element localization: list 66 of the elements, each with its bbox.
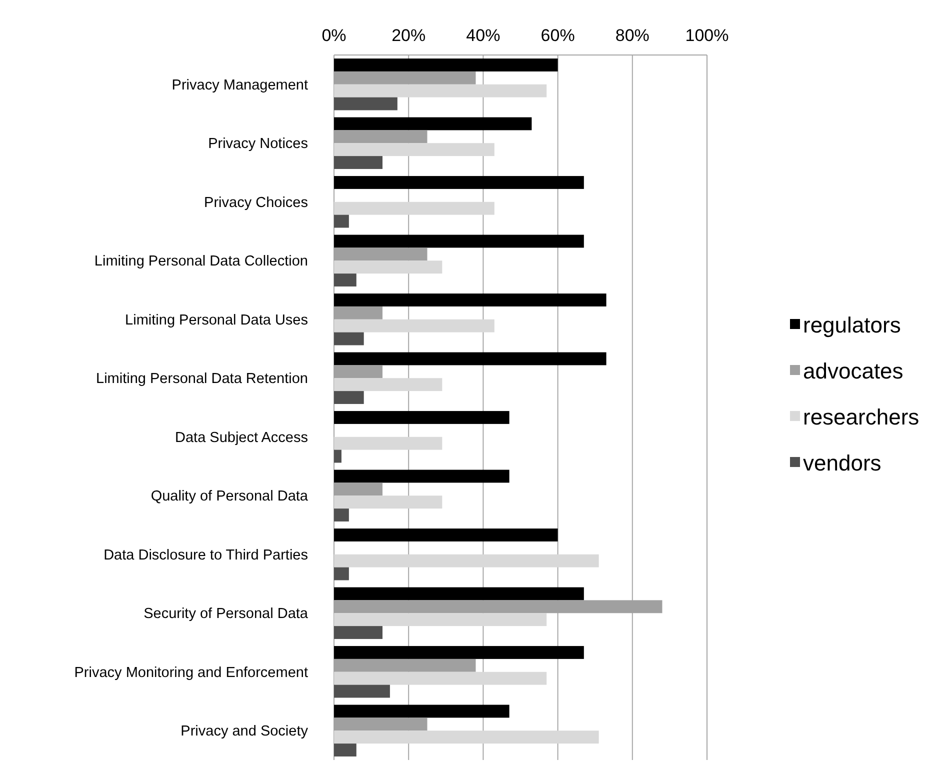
bar [334, 587, 584, 600]
legend-label: advocates [803, 358, 904, 384]
bar [334, 672, 547, 685]
bar [334, 613, 547, 626]
bar [334, 567, 349, 580]
y-tick-label: Quality of Personal Data [150, 488, 309, 505]
bar [334, 156, 382, 169]
bar [334, 234, 584, 248]
x-tick-label: 100% [685, 26, 729, 45]
bar [334, 470, 510, 483]
x-tick-label: 20% [392, 26, 426, 45]
x-tick-label: 80% [615, 26, 650, 45]
y-tick-label: Privacy Notices [208, 136, 308, 152]
bar [334, 744, 356, 756]
bar [334, 84, 547, 98]
bar [334, 260, 442, 274]
bar [334, 450, 342, 463]
bar [334, 176, 584, 189]
y-tick-label: Privacy Choices [204, 194, 308, 211]
legend-label: vendors [803, 450, 882, 476]
bar [334, 411, 510, 424]
bar [334, 554, 599, 568]
bar [334, 508, 349, 522]
bar [334, 718, 428, 731]
bar [334, 365, 382, 378]
bar [334, 378, 442, 392]
y-tick-label: Limiting Personal Data Collection [94, 254, 308, 270]
bar [334, 436, 442, 450]
y-tick-label: Data Disclosure to Third Parties [104, 547, 308, 564]
bar [334, 482, 382, 496]
bar [334, 97, 398, 110]
x-tick-label: 60% [540, 26, 575, 45]
bar [334, 274, 356, 286]
bar [334, 214, 349, 228]
x-tick-label: 0% [322, 26, 346, 45]
bar [334, 294, 606, 306]
bar [334, 202, 494, 215]
bar [334, 319, 494, 332]
x-tick-label: 40% [466, 26, 500, 45]
y-tick-label: Limiting Personal Data Uses [125, 312, 308, 328]
legend-label: regulators [803, 312, 901, 338]
bar [334, 658, 476, 672]
legend-label: researchers [803, 404, 920, 430]
y-tick-label: Limiting Personal Data Retention [96, 371, 308, 388]
bar [334, 248, 428, 261]
bar [334, 496, 442, 509]
bar [334, 306, 382, 320]
y-tick-label: Privacy Management [172, 77, 308, 94]
y-tick-label: Privacy Monitoring and Enforcement [74, 664, 308, 681]
bar [334, 646, 584, 659]
bar [334, 626, 382, 639]
bar [334, 704, 510, 718]
bar [334, 58, 558, 72]
bar [334, 391, 364, 404]
y-tick-label: Data Subject Access [175, 430, 308, 446]
bar [334, 130, 428, 144]
bar [334, 528, 558, 542]
bar [334, 730, 599, 744]
bar [334, 684, 390, 698]
bar [334, 117, 532, 130]
y-tick-label: Security of Personal Data [144, 606, 309, 622]
bar [334, 352, 606, 366]
bar [334, 143, 494, 156]
bar [334, 71, 476, 84]
y-tick-label: Privacy and Society [180, 724, 309, 740]
bar [334, 332, 364, 346]
